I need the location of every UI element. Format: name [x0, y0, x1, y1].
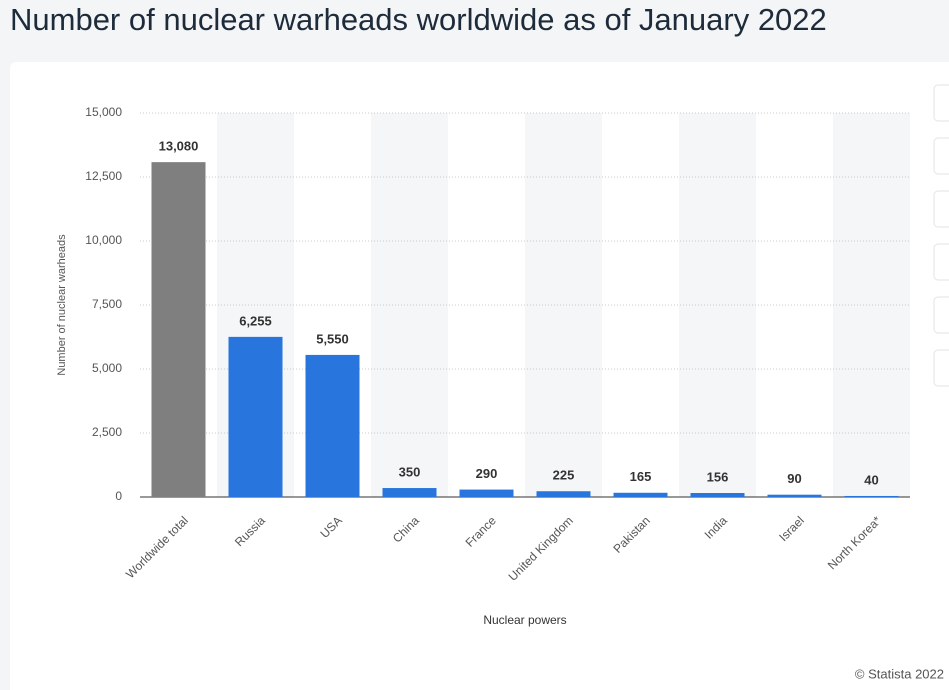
tool-button[interactable] [933, 84, 949, 122]
value-label: 6,255 [239, 313, 272, 328]
value-label: 350 [399, 464, 421, 479]
bar [613, 492, 668, 497]
y-tick-label: 10,000 [85, 233, 122, 247]
value-label: 13,080 [159, 139, 199, 154]
value-label: 225 [553, 468, 575, 483]
tool-button[interactable] [933, 137, 949, 175]
band-shade [679, 113, 756, 497]
tool-button[interactable] [933, 243, 949, 281]
source: © Statista 2022 [855, 666, 944, 681]
y-tick-label: 12,500 [85, 169, 122, 183]
bar [767, 494, 822, 497]
bar [690, 493, 745, 497]
y-tick-label: 5,000 [92, 361, 122, 375]
y-tick-label: 15,000 [85, 105, 122, 119]
x-axis-label: Nuclear powers [483, 613, 566, 627]
value-label: 165 [630, 469, 652, 484]
toolbar [933, 84, 949, 387]
bar [536, 491, 591, 497]
y-tick-label: 0 [115, 489, 122, 503]
tool-button[interactable] [933, 349, 949, 387]
bar [151, 162, 206, 498]
y-tick-label: 7,500 [92, 297, 122, 311]
value-label: 290 [476, 466, 498, 481]
value-label: 90 [787, 471, 801, 486]
value-label: 156 [707, 469, 729, 484]
bar [305, 354, 360, 497]
value-label: 5,550 [316, 331, 349, 346]
card [10, 62, 949, 690]
tool-button[interactable] [933, 296, 949, 334]
y-tick-label: 2,500 [92, 425, 122, 439]
value-label: 40 [864, 472, 878, 487]
band-shade [371, 113, 448, 497]
band-shade [833, 113, 910, 497]
bar [459, 489, 514, 497]
y-axis-label: Number of nuclear warheads [56, 234, 68, 376]
bar [228, 336, 283, 497]
bar [844, 495, 899, 497]
tool-button[interactable] [933, 190, 949, 228]
chart-title: Number of nuclear warheads worldwide as … [10, 2, 827, 37]
bar [382, 488, 437, 497]
